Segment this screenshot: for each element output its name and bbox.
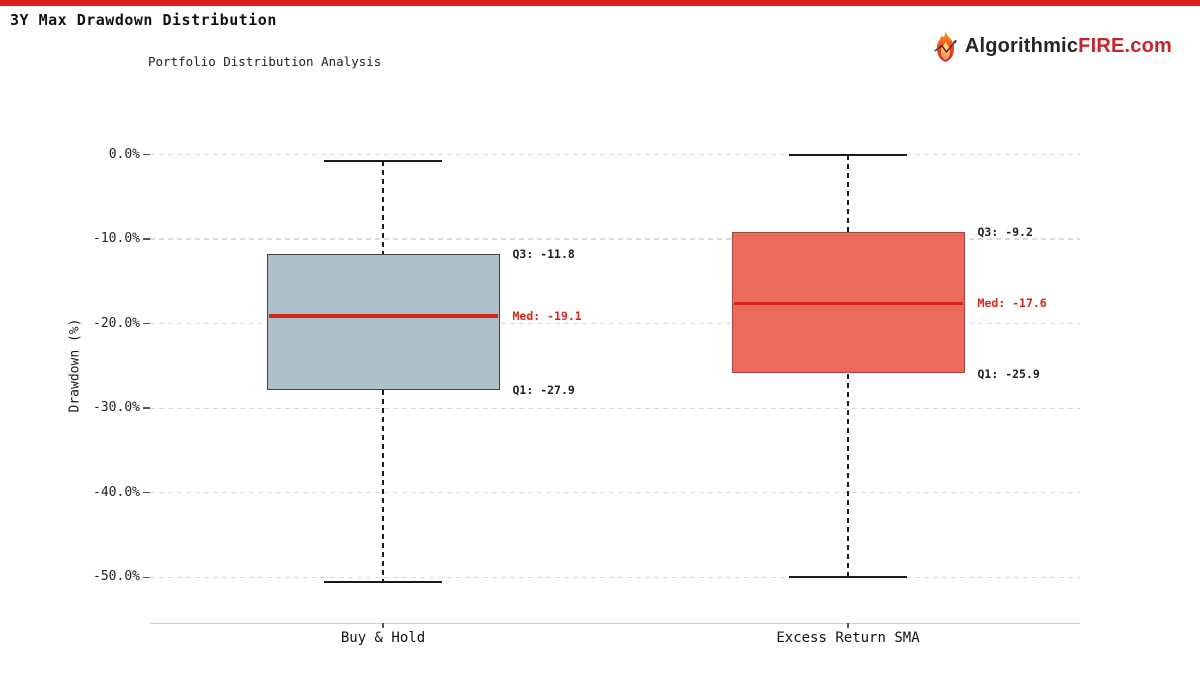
whisker-cap-top	[324, 160, 442, 163]
whisker-upper	[847, 154, 849, 233]
q3-label: Q3: -11.8	[512, 247, 575, 262]
x-tick-mark	[847, 623, 849, 628]
y-tick-label: -10.0%	[93, 231, 140, 247]
whisker-lower	[847, 373, 849, 578]
q3-label: Q3: -9.2	[977, 225, 1033, 240]
x-axis-line	[150, 623, 1080, 624]
y-tick-label: -30.0%	[93, 400, 140, 416]
y-tick-label: -50.0%	[93, 569, 140, 585]
y-tick-mark	[143, 407, 150, 409]
q1-label: Q1: -25.9	[977, 366, 1040, 381]
y-gridline	[150, 407, 1080, 409]
q1-label: Q1: -27.9	[512, 383, 575, 398]
y-gridline	[150, 492, 1080, 494]
brand-logo[interactable]: AlgorithmicFIRE.com	[931, 30, 1172, 63]
box-iqr	[266, 254, 500, 391]
chart-subtitle: Portfolio Distribution Analysis	[148, 54, 382, 69]
x-tick-mark	[382, 623, 384, 628]
y-tick-mark	[143, 153, 150, 156]
fire-icon	[931, 30, 960, 63]
brand-suffix: FIRE.com	[1078, 35, 1172, 57]
y-gridline	[150, 238, 1080, 240]
y-tick-mark	[143, 238, 150, 240]
whisker-cap-top	[789, 153, 907, 156]
y-gridline	[150, 153, 1080, 156]
whisker-upper	[382, 161, 384, 255]
whisker-cap-bottom	[324, 580, 442, 583]
y-gridline	[150, 323, 1080, 325]
accent-top-bar	[0, 0, 1200, 6]
median-label: Med: -17.6	[977, 296, 1047, 311]
x-category-label: Buy & Hold	[340, 630, 426, 646]
y-tick-mark	[143, 322, 150, 325]
median-label: Med: -19.1	[512, 309, 582, 323]
y-tick-mark	[143, 492, 150, 494]
y-tick-label: -20.0%	[93, 315, 140, 331]
whisker-cap-bottom	[789, 576, 907, 579]
y-axis-title: Drawdown (%)	[67, 318, 83, 413]
y-gridline	[150, 576, 1080, 578]
y-tick-label: -40.0%	[93, 484, 140, 500]
page-title: 3Y Max Drawdown Distribution	[10, 11, 277, 29]
y-tick-label: 0.0%	[108, 146, 140, 162]
median-line	[268, 314, 498, 318]
whisker-lower	[382, 390, 384, 582]
y-tick-mark	[143, 576, 150, 578]
x-category-label: Excess Return SMA	[776, 630, 920, 646]
brand-prefix: Algorithmic	[964, 35, 1079, 57]
median-line	[733, 301, 963, 305]
